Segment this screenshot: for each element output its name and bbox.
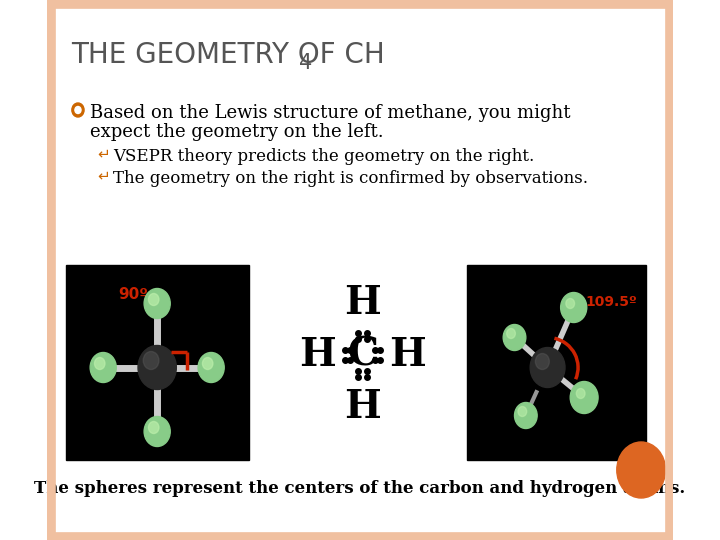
Circle shape: [94, 357, 105, 369]
Circle shape: [617, 442, 665, 498]
Text: THE GEOMETRY OF CH: THE GEOMETRY OF CH: [71, 41, 384, 69]
Circle shape: [561, 293, 587, 322]
Circle shape: [144, 416, 170, 447]
Circle shape: [515, 402, 537, 429]
Circle shape: [72, 103, 84, 117]
Circle shape: [198, 353, 224, 382]
Text: VSEPR theory predicts the geometry on the right.: VSEPR theory predicts the geometry on th…: [113, 148, 534, 165]
Circle shape: [148, 422, 159, 434]
Text: H: H: [390, 336, 426, 374]
Circle shape: [148, 294, 159, 306]
Circle shape: [503, 325, 526, 350]
Circle shape: [144, 288, 170, 319]
Text: H: H: [344, 388, 381, 426]
Bar: [66, 265, 248, 460]
Text: 4: 4: [299, 53, 312, 73]
Circle shape: [570, 381, 598, 414]
Text: H: H: [344, 284, 381, 322]
Bar: [467, 265, 646, 460]
Text: C: C: [347, 336, 378, 374]
Circle shape: [75, 106, 81, 113]
Circle shape: [90, 353, 116, 382]
Circle shape: [518, 407, 527, 416]
Text: expect the geometry on the left.: expect the geometry on the left.: [90, 123, 384, 141]
Circle shape: [566, 299, 575, 308]
Circle shape: [576, 388, 585, 399]
Circle shape: [143, 352, 159, 369]
Circle shape: [138, 346, 176, 389]
Text: 90º: 90º: [118, 287, 148, 302]
Text: The spheres represent the centers of the carbon and hydrogen atoms.: The spheres represent the centers of the…: [35, 480, 685, 497]
Text: Based on the Lewis structure of methane, you might: Based on the Lewis structure of methane,…: [90, 104, 571, 122]
Text: ↵: ↵: [97, 146, 110, 161]
Text: The geometry on the right is confirmed by observations.: The geometry on the right is confirmed b…: [113, 170, 588, 187]
Circle shape: [202, 357, 213, 369]
Text: 109.5º: 109.5º: [585, 295, 636, 309]
Text: H: H: [299, 336, 336, 374]
Text: ↵: ↵: [97, 168, 110, 183]
Circle shape: [507, 328, 516, 339]
Circle shape: [530, 348, 565, 388]
Circle shape: [536, 354, 549, 369]
